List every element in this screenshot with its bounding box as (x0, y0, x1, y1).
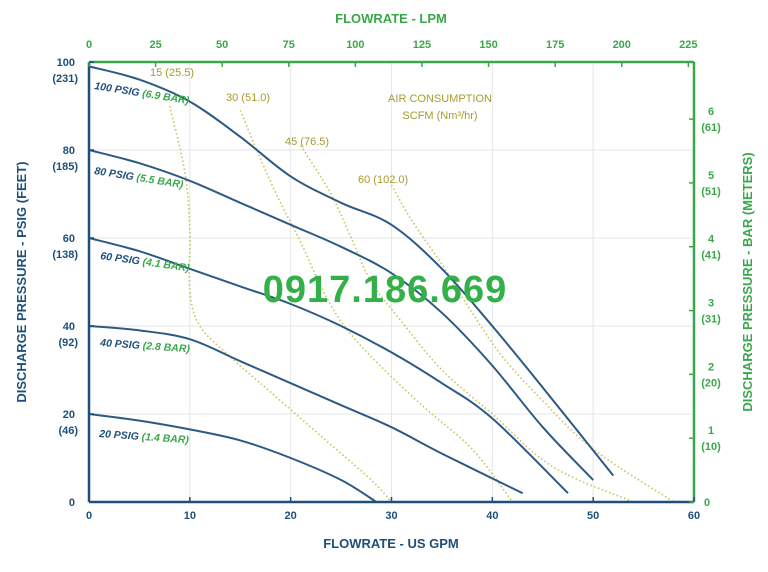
air-consumption-label: 60 (102.0) (358, 174, 408, 186)
y-right-tick-label: 1 (708, 425, 714, 437)
air-consumption-label: 30 (51.0) (226, 92, 270, 104)
air-consumption-line (168, 105, 393, 503)
y-left-tick-feet-label: (231) (52, 73, 78, 85)
air-consumption-line (300, 145, 634, 503)
series-bar-label: (5.5 BAR) (136, 172, 185, 191)
x-tick-label: 10 (184, 510, 196, 522)
x-top-tick-label: 0 (86, 39, 92, 51)
y-right-tick-label: 6 (708, 106, 714, 118)
x-axis-top-title: FLOWRATE - LPM (335, 11, 447, 26)
pressure-curve (88, 237, 569, 494)
x-tick-label: 20 (285, 510, 297, 522)
air-consumption-label: 45 (76.5) (285, 136, 329, 148)
y-left-tick-label: 40 (63, 321, 75, 333)
axes: 0 10 20 30 40 50 600 25 50 75 100 125 150 175 200 22502… (52, 39, 721, 522)
y-right-tick-meters-label: (41) (701, 250, 721, 262)
series-bar-label: (6.9 BAR) (141, 88, 190, 107)
series-bar-label: (1.4 BAR) (141, 431, 189, 446)
pressure-curve-label: 20 PSIG (1.4 BAR) (98, 428, 190, 446)
y-right-tick-label: 2 (708, 361, 714, 373)
y-left-tick-label: 100 (57, 57, 75, 69)
x-tick-label: 60 (688, 510, 700, 522)
y-right-tick-meters-label: (10) (701, 441, 721, 453)
x-top-tick-label: 200 (613, 39, 631, 51)
air-consumption-unit: SCFM (Nm³/hr) (402, 110, 477, 122)
series-bar-label: (4.1 BAR) (142, 256, 191, 275)
air-consumption-title: AIR CONSUMPTION (388, 93, 492, 105)
y-left-tick-feet-label: (46) (58, 425, 78, 437)
pressure-curve-label: 80 PSIG (5.5 BAR) (94, 165, 185, 191)
pressure-curve (88, 65, 615, 477)
pressure-curve (88, 413, 377, 503)
x-tick-label: 40 (486, 510, 498, 522)
y-right-tick-meters-label: (31) (701, 314, 721, 326)
y-right-tick-meters-label: (20) (701, 377, 721, 389)
series-psig-label: 60 PSIG (100, 250, 144, 268)
y-left-tick-feet-label: (92) (58, 337, 78, 349)
y-right-tick-meters-label: (61) (701, 122, 721, 134)
series-psig-label: 20 PSIG (98, 428, 142, 443)
y-right-tick-label: 4 (708, 234, 715, 246)
y-axis-left-title: DISCHARGE PRESSURE - PSIG (FEET) (14, 161, 29, 402)
pressure-curve-label-group: 80 PSIG (5.5 BAR) (94, 165, 185, 191)
axis-labels: FLOWRATE - US GPM FLOWRATE - LPM DISCHAR… (14, 11, 755, 551)
y-left-tick-feet-label: (138) (52, 249, 78, 261)
pressure-curve-label-group: 100 PSIG (6.9 BAR) (94, 80, 191, 107)
series-psig-label: 80 PSIG (94, 165, 138, 184)
y-left-tick-label: 20 (63, 409, 75, 421)
air-consumption-line (239, 110, 514, 503)
pressure-curve-label-group: 20 PSIG (1.4 BAR) (98, 428, 190, 446)
x-tick-label: 50 (587, 510, 599, 522)
pressure-curve (88, 149, 594, 481)
x-axis-bottom-title: FLOWRATE - US GPM (323, 536, 459, 551)
y-axis-right-title: DISCHARGE PRESSURE - BAR (METERS) (740, 152, 755, 411)
y-right-tick-meters-label: (51) (701, 186, 721, 198)
x-top-tick-label: 100 (346, 39, 364, 51)
x-top-tick-label: 75 (283, 39, 295, 51)
x-tick-label: 30 (385, 510, 397, 522)
watermark: 0917.186.669 (263, 269, 507, 311)
air-consumption-line (390, 184, 675, 503)
air-consumption-label: 15 (25.5) (150, 67, 194, 79)
pressure-curve-label-group: 40 PSIG (2.8 BAR) (99, 337, 191, 355)
y-left-tick-label: 60 (63, 233, 75, 245)
y-left-tick-label: 0 (69, 497, 75, 509)
x-top-tick-label: 150 (479, 39, 497, 51)
y-right-tick-label: 3 (708, 298, 714, 310)
pressure-curve (88, 325, 524, 495)
air-consumption-lines: 15 (25.5) 30 (51.0) 45 (76.5) 60 (102.0) (150, 67, 675, 503)
pressure-curve-label: 40 PSIG (2.8 BAR) (99, 337, 191, 355)
y-right-tick-label: 0 (704, 497, 710, 509)
series-bar-label: (2.8 BAR) (142, 340, 190, 355)
y-right-tick-label: 5 (708, 170, 714, 182)
y-left-tick-label: 80 (63, 145, 75, 157)
y-left-tick-feet-label: (185) (52, 161, 78, 173)
x-top-tick-label: 125 (413, 39, 431, 51)
watermark-text: 0917.186.669 (263, 269, 507, 311)
series-psig-label: 100 PSIG (94, 80, 144, 99)
x-top-tick-label: 50 (216, 39, 228, 51)
series-psig-label: 40 PSIG (99, 337, 143, 352)
x-top-tick-label: 25 (149, 39, 161, 51)
x-tick-label: 0 (86, 510, 92, 522)
x-top-tick-label: 175 (546, 39, 564, 51)
pressure-curve-label: 100 PSIG (6.9 BAR) (94, 80, 191, 107)
x-top-tick-label: 225 (679, 39, 697, 51)
